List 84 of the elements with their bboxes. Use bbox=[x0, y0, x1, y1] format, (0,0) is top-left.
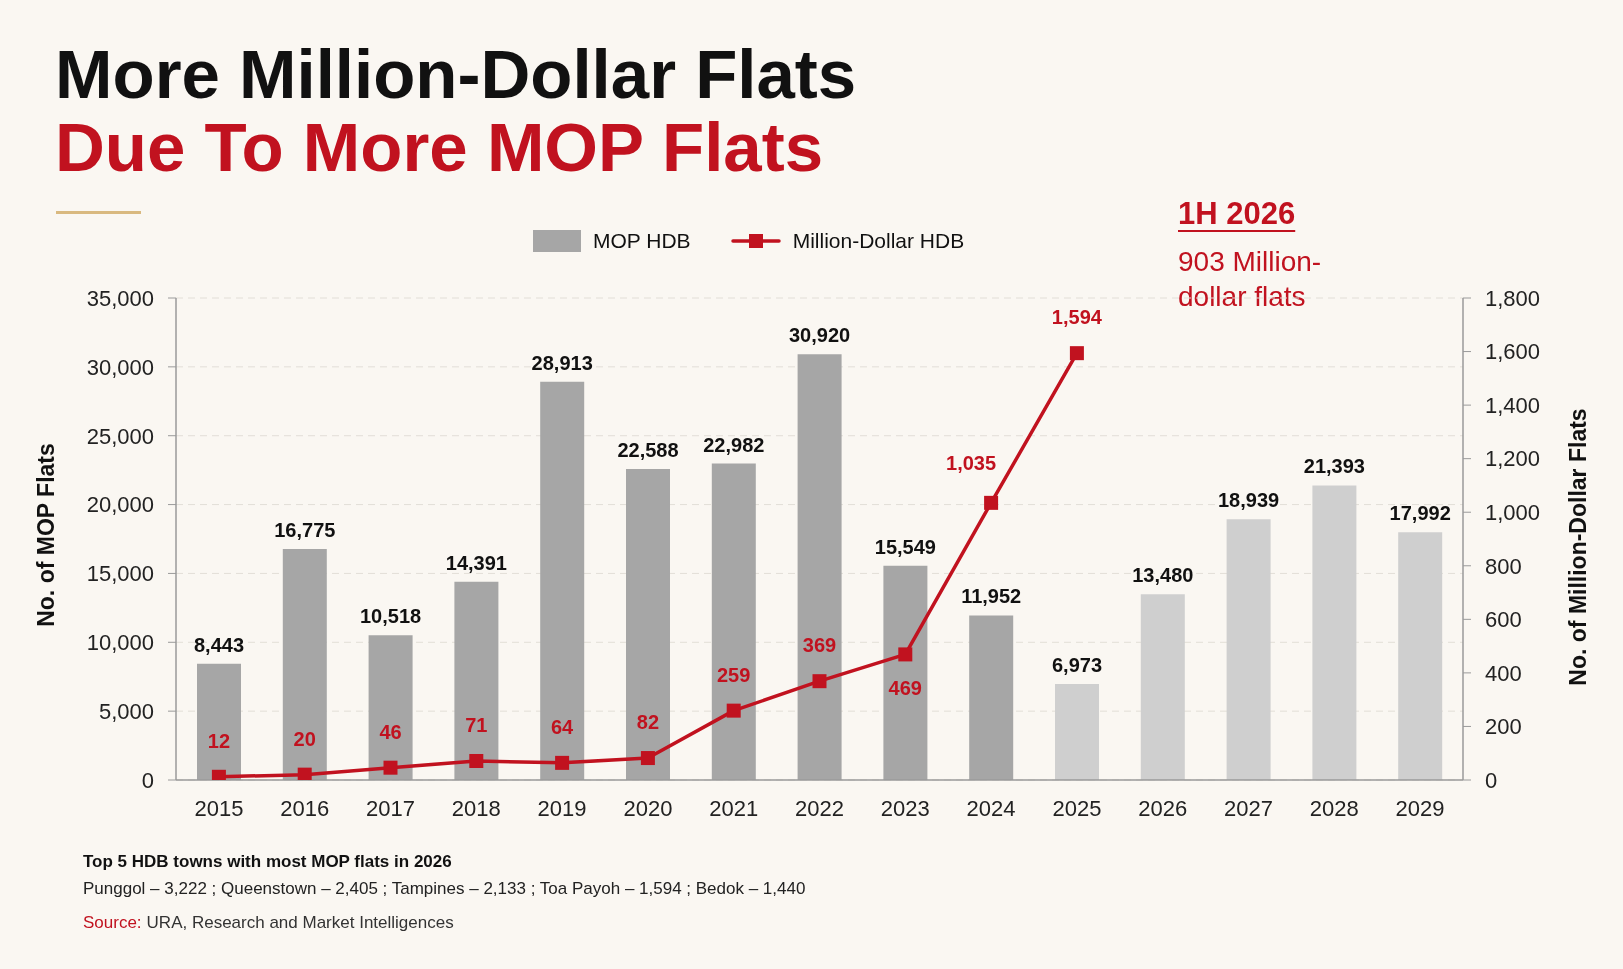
y-tick-label: 5,000 bbox=[98, 698, 154, 724]
y-tick-label: 35,000 bbox=[86, 285, 154, 311]
data-label: 17,992 bbox=[1389, 502, 1451, 525]
x-tick-label: 2028 bbox=[1309, 795, 1359, 821]
source-note: Source: bbox=[83, 913, 142, 932]
legend-label: Million-Dollar HDB bbox=[792, 229, 965, 252]
data-label: 22,588 bbox=[617, 438, 679, 461]
data-label: 10,518 bbox=[360, 605, 422, 628]
x-tick-label: 2024 bbox=[966, 795, 1016, 821]
data-label: 1,594 bbox=[1051, 306, 1103, 329]
y-tick-label: 30,000 bbox=[86, 354, 154, 380]
point bbox=[555, 755, 570, 770]
y2-tick-label: 400 bbox=[1485, 660, 1522, 686]
bar bbox=[1398, 532, 1443, 780]
x-tick-label: 2027 bbox=[1224, 795, 1273, 821]
text: 1H 2026 bbox=[1178, 196, 1296, 231]
text: Punggol – 3,222 ; Queenstown – 2,405 ; Tampines – 2,133 ; Toa Payoh – 1,594 ; Bedok – 1,440 bbox=[83, 879, 806, 898]
data-label: 30,920 bbox=[789, 324, 851, 347]
x-tick-label: 2017 bbox=[366, 795, 415, 821]
data-label: 71 bbox=[465, 713, 488, 736]
data-label: 20 bbox=[293, 727, 316, 750]
point bbox=[726, 703, 741, 718]
point bbox=[383, 760, 398, 775]
data-label: 1,035 bbox=[946, 451, 997, 474]
data-label: 8,443 bbox=[193, 633, 245, 656]
legend-label: MOP HDB bbox=[593, 229, 691, 252]
y-tick-label: 20,000 bbox=[86, 492, 154, 518]
x-tick-label: 2021 bbox=[709, 795, 759, 821]
x-tick-label: 2025 bbox=[1052, 795, 1102, 821]
data-label: 22,982 bbox=[703, 433, 765, 456]
x-tick-label: 2019 bbox=[537, 795, 587, 821]
annotation: 903 Million-dollar flats bbox=[1178, 246, 1322, 312]
x-tick-label: 2020 bbox=[623, 795, 673, 821]
x-tick-label: 2022 bbox=[795, 795, 844, 821]
point bbox=[812, 674, 827, 689]
y-tick-label: 10,000 bbox=[86, 630, 154, 656]
text: URA, Research and Market Intelligences bbox=[146, 913, 454, 932]
point bbox=[898, 647, 913, 662]
x-tick-label: 2026 bbox=[1138, 795, 1188, 821]
x-tick-label: 2016 bbox=[280, 795, 330, 821]
bar bbox=[1312, 485, 1357, 780]
x-tick-label: 2015 bbox=[194, 795, 244, 821]
point bbox=[297, 767, 312, 780]
data-label: 16,775 bbox=[274, 518, 336, 541]
y-tick-label: 15,000 bbox=[86, 561, 154, 587]
data-label: 369 bbox=[802, 634, 837, 657]
x-tick-label: 2029 bbox=[1395, 795, 1445, 821]
y2-tick-label: 1,800 bbox=[1485, 285, 1541, 311]
data-label: 28,913 bbox=[531, 351, 593, 374]
data-label: 6,973 bbox=[1051, 653, 1103, 676]
data-label: 469 bbox=[888, 677, 922, 700]
y2-tick-label: 1,600 bbox=[1485, 339, 1541, 365]
y2-tick-label: 1,200 bbox=[1485, 446, 1541, 472]
y2-axis-title: No. of Million-Dollar Flats bbox=[1564, 408, 1591, 686]
bar bbox=[1140, 594, 1185, 780]
bar bbox=[1226, 519, 1271, 780]
point bbox=[984, 495, 999, 510]
data-label: 18,939 bbox=[1218, 489, 1280, 512]
point bbox=[469, 753, 484, 768]
x-tick-label: 2018 bbox=[451, 795, 501, 821]
y2-tick-label: 1,400 bbox=[1485, 392, 1541, 418]
point bbox=[1069, 346, 1084, 361]
text: Top 5 HDB towns with most MOP flats in 2026 bbox=[83, 852, 452, 871]
y-axis-title: No. of MOP Flats bbox=[32, 443, 59, 627]
y-tick-label: 0 bbox=[141, 767, 154, 793]
point bbox=[640, 751, 655, 766]
y2-tick-label: 600 bbox=[1485, 607, 1522, 633]
y2-tick-label: 0 bbox=[1485, 767, 1498, 793]
data-label: 13,480 bbox=[1132, 564, 1194, 587]
bar bbox=[1055, 683, 1099, 780]
data-label: 64 bbox=[550, 715, 575, 738]
data-label: 12 bbox=[207, 729, 231, 752]
data-label: 82 bbox=[636, 711, 660, 734]
data-label: 46 bbox=[379, 720, 402, 743]
y2-tick-label: 200 bbox=[1485, 714, 1522, 740]
x-tick-label: 2023 bbox=[880, 795, 930, 821]
data-label: 14,391 bbox=[445, 551, 507, 574]
y-tick-label: 25,000 bbox=[86, 423, 154, 449]
data-label: 15,549 bbox=[874, 535, 936, 558]
data-label: 259 bbox=[717, 663, 751, 686]
data-label: 11,952 bbox=[961, 585, 1022, 608]
y2-tick-label: 800 bbox=[1485, 553, 1522, 579]
data-label: 21,393 bbox=[1303, 455, 1365, 478]
y2-tick-label: 1,000 bbox=[1485, 500, 1541, 526]
